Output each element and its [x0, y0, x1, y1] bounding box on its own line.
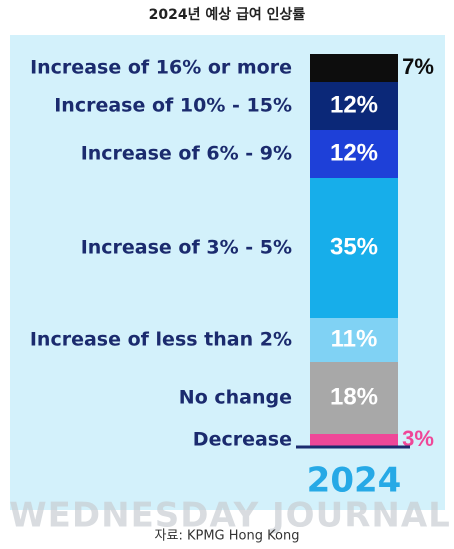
value-label: 12% — [330, 91, 378, 118]
bar-segment — [310, 178, 398, 318]
watermark: WEDNESDAY JOURNAL — [9, 496, 451, 536]
bar-segment — [310, 362, 398, 434]
chart-title: 2024년 예상 급여 인상률 — [149, 6, 306, 23]
x-tick-label: 2024 — [307, 461, 402, 501]
value-label: 12% — [330, 139, 378, 166]
legend-label: Increase of 3% - 5% — [81, 237, 292, 259]
bar-segment — [310, 82, 398, 130]
value-label: 7% — [402, 54, 434, 79]
source: 자료: KPMG Hong Kong — [155, 529, 300, 544]
legend-label: No change — [179, 387, 292, 409]
bar-segment — [310, 318, 398, 362]
legend-label: Increase of 6% - 9% — [81, 143, 292, 165]
bar-segment — [310, 54, 398, 82]
legend-label: Increase of 10% - 15% — [54, 95, 292, 117]
legend-label: Increase of less than 2% — [30, 329, 292, 351]
legend-label: Increase of 16% or more — [30, 57, 292, 79]
value-label: 35% — [330, 233, 378, 260]
value-label: 11% — [331, 325, 378, 352]
bar-segment — [310, 434, 398, 446]
bar-segment — [310, 130, 398, 178]
legend-label: Decrease — [193, 429, 292, 451]
value-label: 18% — [330, 383, 378, 410]
